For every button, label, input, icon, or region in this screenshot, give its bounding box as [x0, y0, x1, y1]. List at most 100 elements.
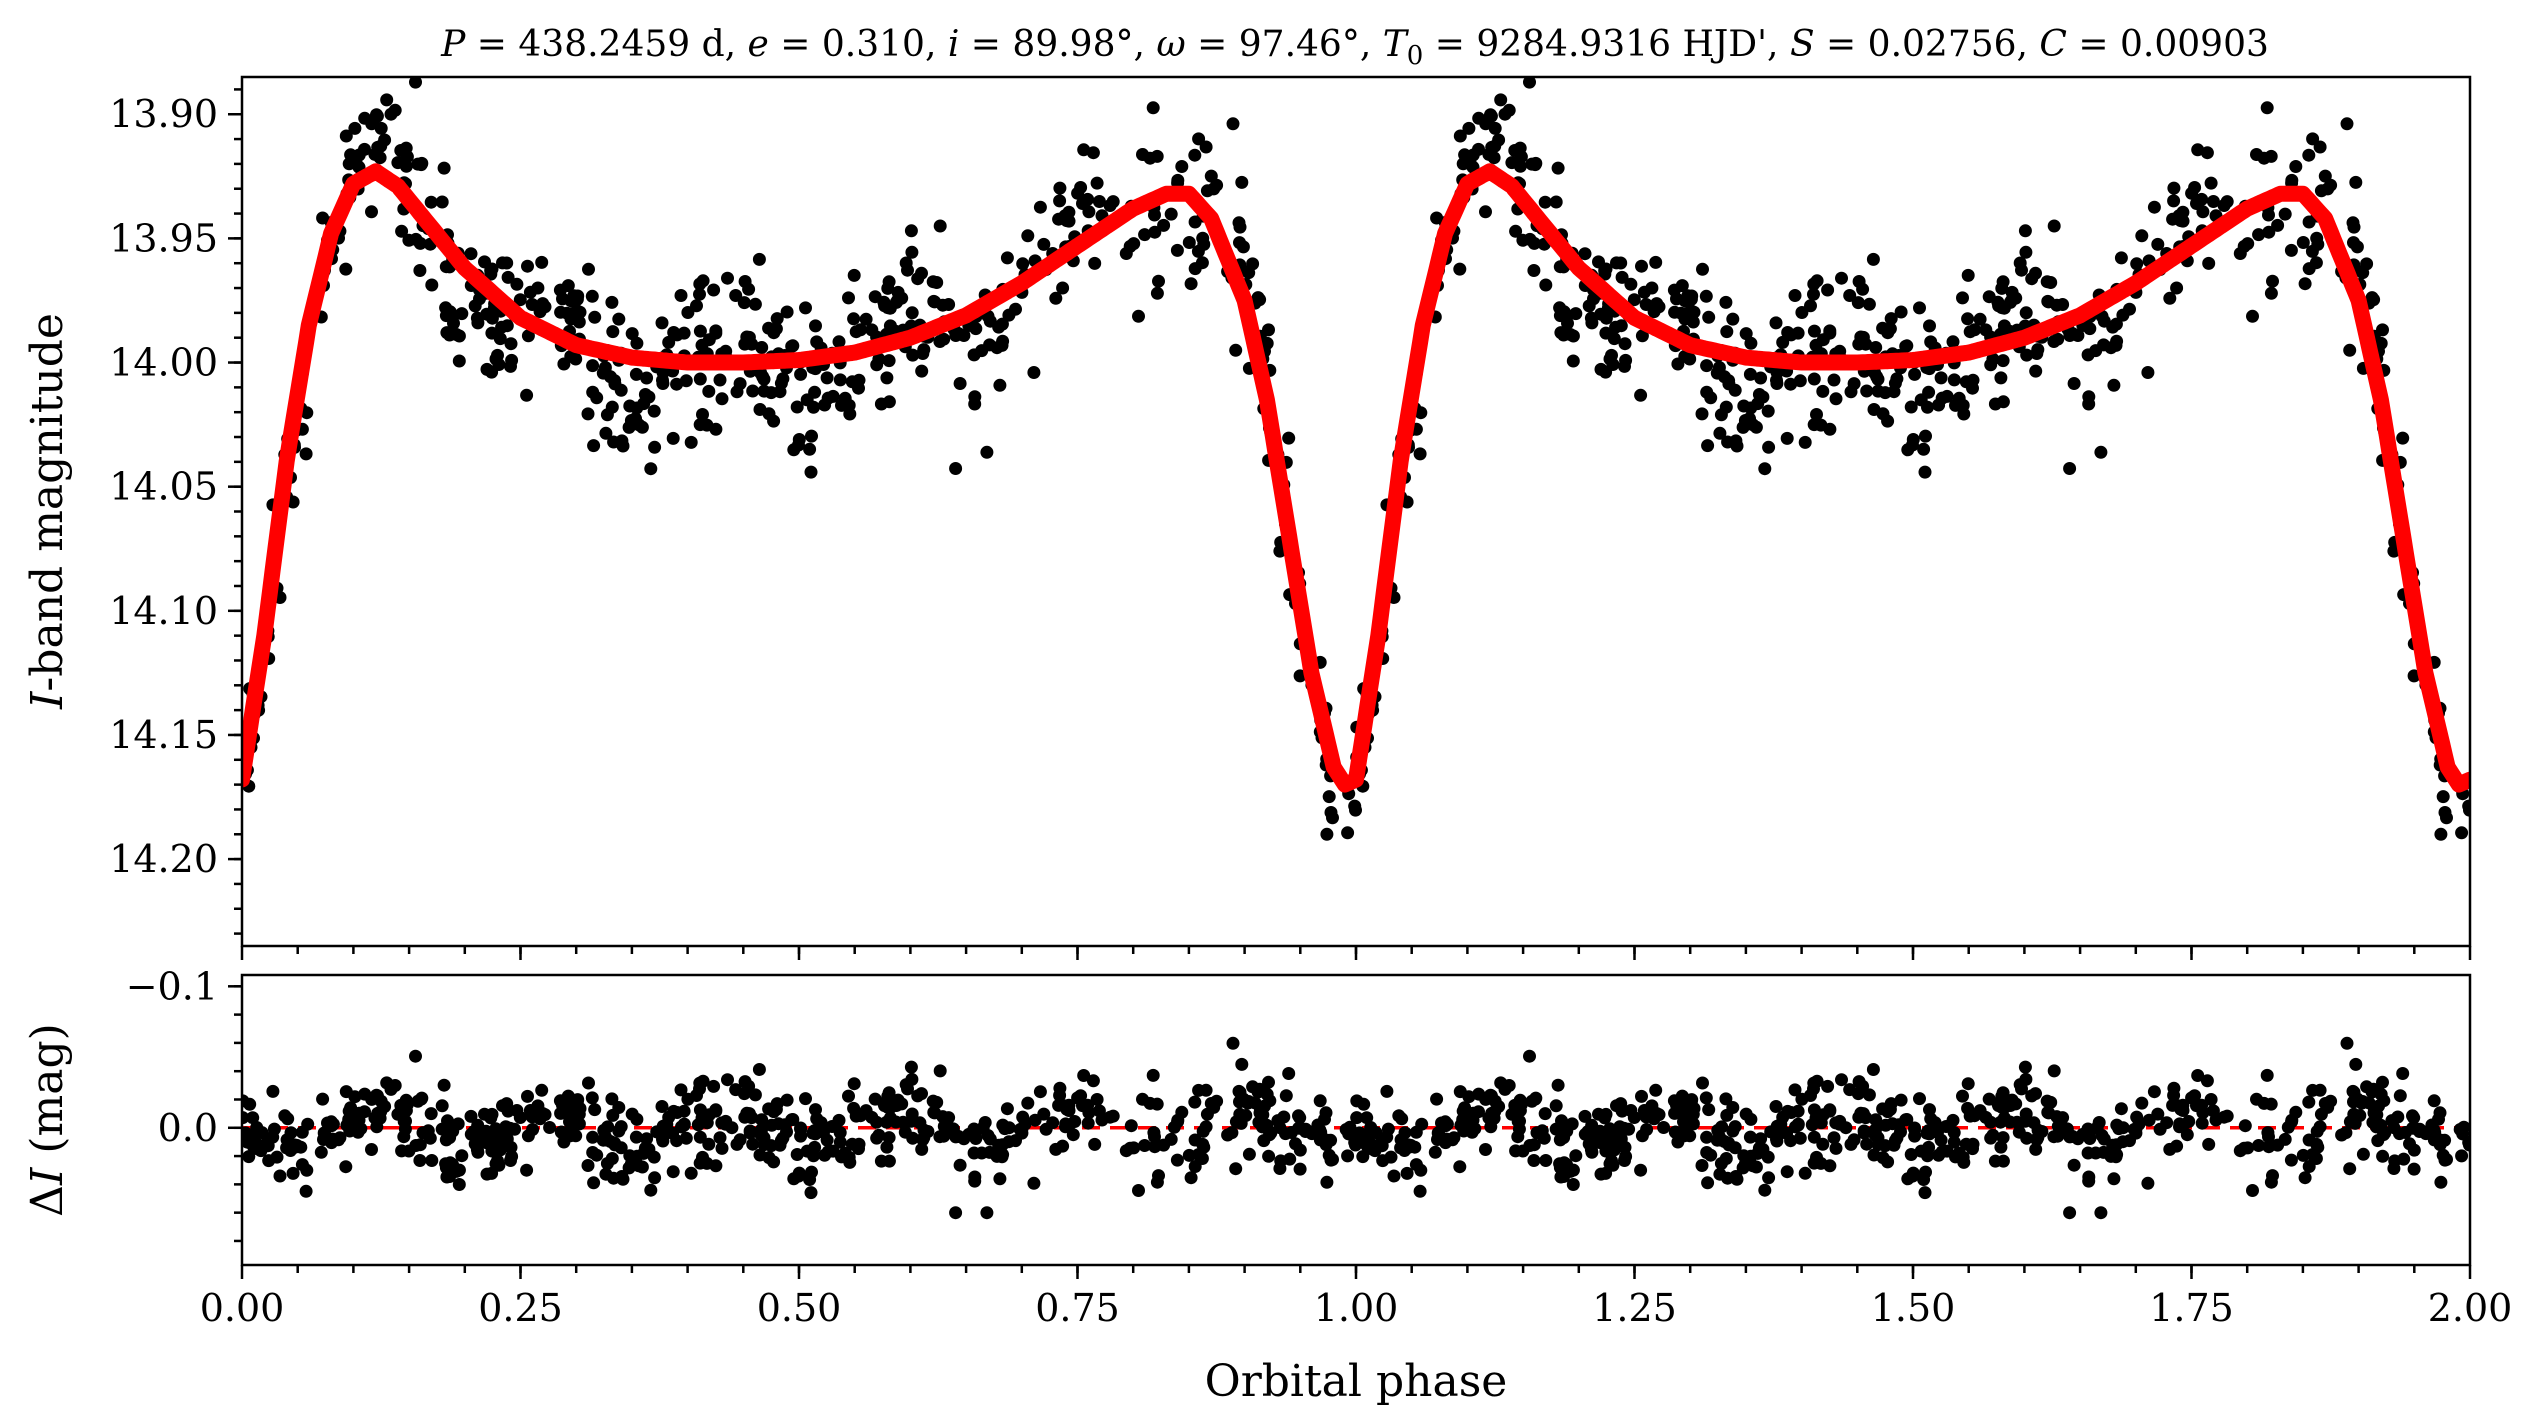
light-curve-point	[709, 326, 723, 340]
light-curve-point	[1699, 289, 1713, 303]
bottom-panel: −0.1 0.0 0.00 0.25 0.50 0.75 1.00 1.25 1.50 1.75…	[22, 964, 2512, 1407]
residual-point	[2298, 1171, 2312, 1185]
residual-point	[496, 1099, 509, 1113]
residual-point	[1613, 1122, 1627, 1136]
residual-point	[1319, 1138, 1333, 1152]
residual-point	[1886, 1117, 1899, 1131]
residual-point	[1150, 1175, 1164, 1189]
residual-point	[1028, 1113, 1042, 1127]
light-curve-point	[803, 442, 817, 456]
light-curve-point	[615, 434, 629, 448]
light-curve-point	[906, 348, 920, 362]
residual-point	[769, 1102, 783, 1116]
light-curve-point	[1932, 398, 1946, 412]
light-curve-point	[2284, 243, 2298, 257]
residual-point	[384, 1082, 398, 1096]
residual-point	[1904, 1148, 1918, 1161]
light-curve-point	[2302, 148, 2316, 162]
light-curve-point	[770, 312, 784, 326]
residual-point	[1059, 1120, 1072, 1134]
residual-point	[246, 1111, 260, 1125]
light-curve-point	[2176, 205, 2190, 219]
residual-point	[597, 1123, 611, 1137]
light-curve-point	[1053, 194, 1067, 208]
residual-point	[301, 1117, 315, 1131]
residual-point	[1988, 1154, 2002, 1168]
x-tick-label: 2.00	[2428, 1286, 2513, 1330]
residual-point	[1285, 1126, 1298, 1139]
residual-point	[1262, 1075, 1275, 1089]
residual-point	[1769, 1100, 1783, 1113]
light-curve-point	[852, 381, 865, 395]
light-curve-point	[1282, 431, 1296, 445]
residual-point	[1984, 1115, 1998, 1129]
residual-point	[391, 1107, 405, 1121]
residual-point	[1356, 1150, 1370, 1164]
light-curve-point	[1488, 121, 1502, 135]
residual-point	[521, 1129, 535, 1143]
residual-point	[608, 1136, 622, 1150]
residual-point	[696, 1150, 709, 1164]
light-curve-point	[995, 317, 1009, 331]
light-curve-point	[1184, 277, 1198, 291]
light-curve-point	[2200, 146, 2214, 160]
residual-point	[1293, 1111, 1307, 1125]
residual-point	[752, 1063, 766, 1076]
residual-point	[564, 1097, 578, 1111]
residual-point	[1462, 1090, 1476, 1104]
light-curve-point	[1538, 195, 1552, 209]
light-curve-point	[606, 325, 620, 339]
light-curve-point	[1702, 310, 1716, 324]
residual-point	[1966, 1142, 1979, 1156]
light-curve-point	[1647, 305, 1661, 319]
light-curve-point	[1236, 240, 1250, 254]
residual-point	[1000, 1102, 1014, 1116]
bottom-y-axis-label: ΔI (mag)	[22, 1023, 73, 1217]
residual-point	[713, 1131, 727, 1145]
y-tick-label: 13.95	[109, 216, 218, 260]
residual-point	[286, 1166, 300, 1180]
residual-point	[1320, 1175, 1334, 1189]
residual-point	[342, 1104, 356, 1118]
light-curve-point	[439, 260, 453, 274]
residual-point	[587, 1176, 601, 1190]
residual-point	[273, 1169, 287, 1183]
light-curve-point	[1956, 398, 1970, 412]
light-curve-point	[358, 142, 371, 156]
light-curve-point	[1758, 462, 1772, 476]
light-curve-point	[1946, 335, 1960, 349]
residual-point	[2027, 1116, 2041, 1130]
light-curve-point	[2264, 286, 2278, 300]
light-curve-point	[995, 338, 1009, 352]
residual-point	[1313, 1094, 1327, 1108]
residual-point	[933, 1130, 947, 1144]
light-curve-point	[1729, 434, 1743, 448]
residual-point	[1711, 1123, 1725, 1137]
residual-point	[674, 1083, 688, 1097]
residual-point	[2107, 1172, 2121, 1186]
light-curve-point	[402, 233, 416, 247]
light-curve-point	[891, 293, 905, 307]
residual-point	[1635, 1129, 1649, 1143]
residual-point	[926, 1094, 940, 1108]
light-curve-point	[752, 252, 766, 266]
residual-point	[1293, 1162, 1307, 1176]
light-curve-point	[1649, 255, 1663, 269]
residual-point	[354, 1122, 368, 1136]
residual-point	[1704, 1148, 1718, 1162]
light-curve-point	[702, 384, 716, 398]
light-curve-point	[1341, 826, 1355, 840]
light-curve-point	[640, 371, 654, 385]
light-curve-point	[424, 195, 438, 209]
residual-point	[790, 1148, 804, 1161]
light-curve-point	[662, 335, 676, 349]
residual-point	[1634, 1163, 1648, 1177]
light-curve-point	[2246, 309, 2259, 323]
light-curve-point	[586, 359, 600, 373]
light-curve-point	[2350, 240, 2364, 254]
light-curve-point	[807, 400, 820, 414]
residual-point	[1516, 1144, 1530, 1158]
light-curve-point	[1027, 366, 1041, 379]
residual-point	[953, 1158, 967, 1172]
residual-point	[1566, 1163, 1580, 1177]
